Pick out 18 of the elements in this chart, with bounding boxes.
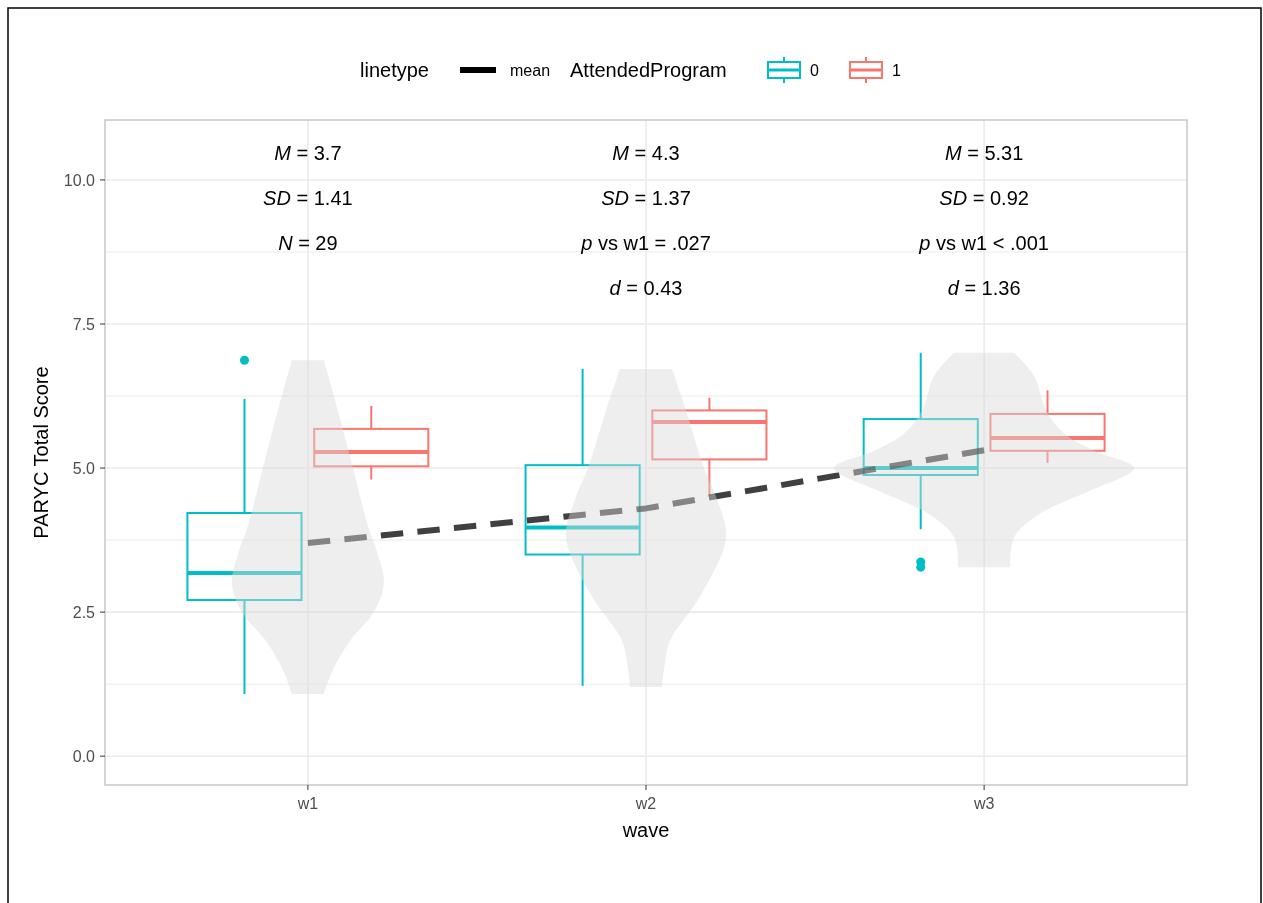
- legend-title: AttendedProgram: [570, 59, 727, 81]
- y-tick-label: 5.0: [72, 459, 96, 477]
- x-tick-label: w1: [296, 795, 319, 812]
- legend-label: 1: [892, 62, 901, 79]
- x-tick-label: w2: [634, 795, 657, 812]
- text: M = 4.3 SD = 1.37 p vs w1 = .027 d = 0.43: [581, 142, 711, 299]
- legend-label: 0: [810, 62, 819, 79]
- y-tick-label: 2.5: [72, 603, 96, 621]
- y-axis-title: PARYC Total Score: [30, 366, 52, 539]
- legend-label: mean: [510, 62, 551, 79]
- text: linetype: [360, 59, 429, 81]
- y-tick-label: 0.0: [72, 747, 96, 765]
- x-tick-label: w3: [972, 795, 995, 812]
- y-tick-label: 10.0: [63, 171, 96, 189]
- text: M = 5.31 SD = 0.92 p vs w1 < .001 d = 1.36: [919, 142, 1049, 299]
- x-axis-title: wave: [621, 819, 670, 841]
- y-tick-label: 7.5: [72, 315, 96, 333]
- annotation: M = 3.7 SD = 1.41 N = 29: [263, 142, 353, 254]
